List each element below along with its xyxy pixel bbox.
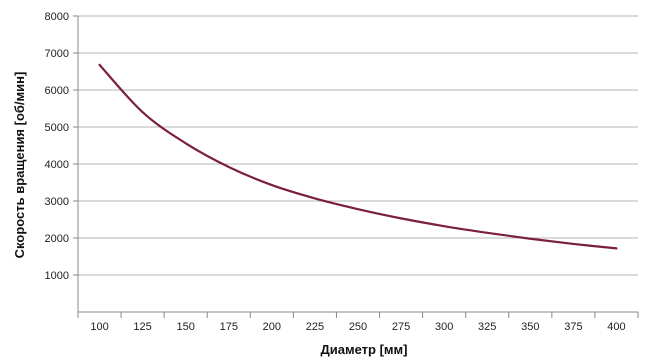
y-tick-label: 2000 — [45, 233, 69, 245]
x-tick-label: 400 — [607, 321, 625, 333]
series-line — [98, 63, 618, 250]
y-tick-label: 8000 — [45, 11, 69, 23]
x-tick-label: 275 — [392, 321, 410, 333]
gridlines — [78, 15, 638, 276]
x-tick-label: 350 — [521, 321, 539, 333]
x-tick-label: 175 — [220, 321, 238, 333]
y-tick-label: 1000 — [45, 270, 69, 282]
x-tick-label: 250 — [349, 321, 367, 333]
x-axis-title: Диаметр [мм] — [321, 342, 408, 357]
y-tick-label: 3000 — [45, 196, 69, 208]
x-tick-label: 225 — [306, 321, 324, 333]
x-tick-label: 200 — [263, 321, 281, 333]
x-tick-label: 325 — [478, 321, 496, 333]
y-tick-label: 6000 — [45, 85, 69, 97]
axes — [73, 15, 639, 318]
series-group — [98, 63, 618, 250]
y-tick-label: 4000 — [45, 159, 69, 171]
x-tick-label: 375 — [564, 321, 582, 333]
y-axis-title: Скорость вращения [об/мин] — [12, 72, 27, 259]
x-tick-label: 150 — [177, 321, 195, 333]
x-tick-label: 300 — [435, 321, 453, 333]
y-tick-label: 7000 — [45, 48, 69, 60]
y-tick-label: 5000 — [45, 122, 69, 134]
x-tick-label: 100 — [90, 321, 108, 333]
x-tick-label: 125 — [133, 321, 151, 333]
y-tick-labels: 1000 2000 3000 4000 5000 6000 7000 8000 — [45, 11, 69, 282]
x-tick-labels: 100 125 150 175 200 225 250 275 300 325 350 375 400 — [90, 321, 625, 333]
